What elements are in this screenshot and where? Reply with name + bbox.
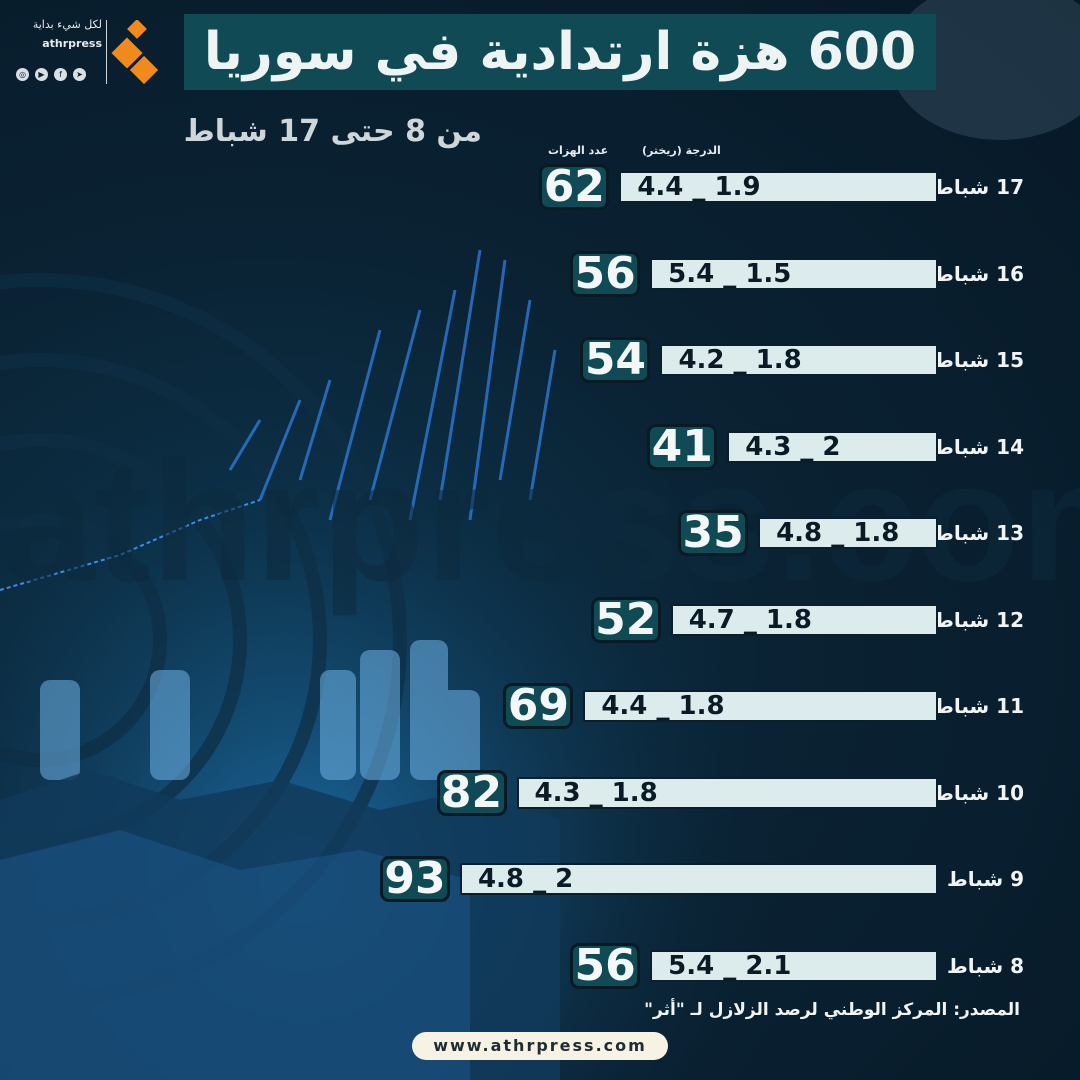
brand-logo-block: لكل شيء بداية athrpress ◎ ▶ f ➤ bbox=[8, 14, 160, 94]
count-column-header: عدد الهزات bbox=[548, 144, 609, 157]
range-bar: 5.4 _ 1.5 bbox=[650, 257, 938, 290]
range-bar: 4.8 _ 2 bbox=[459, 863, 938, 895]
day-label: 9 شباط bbox=[947, 867, 1024, 891]
source-note: المصدر: المركز الوطني لرصد الزلازل لـ "أ… bbox=[644, 1000, 1020, 1020]
facebook-icon[interactable]: f bbox=[54, 68, 67, 81]
range-bar: 4.4 _ 1.8 bbox=[583, 690, 938, 722]
day-label: 8 شباط bbox=[947, 953, 1024, 978]
website-link[interactable]: www.athrpress.com bbox=[412, 1032, 668, 1060]
count-badge: 56 bbox=[570, 250, 641, 297]
count-badge: 54 bbox=[580, 337, 651, 383]
range-bar: 4.3 _ 2 bbox=[727, 430, 938, 463]
range-bar: 4.2 _ 1.8 bbox=[660, 344, 938, 376]
day-label: 12 شباط bbox=[933, 607, 1024, 632]
count-badge: 62 bbox=[539, 164, 610, 210]
page-subtitle: من 8 حتى 17 شباط bbox=[183, 114, 482, 149]
range-bar: 5.4 _ 2.1 bbox=[650, 949, 938, 982]
day-label: 16 شباط bbox=[933, 261, 1024, 286]
day-label: 17 شباط bbox=[933, 175, 1024, 199]
page-title-text: 600 هزة ارتدادية في سوريا bbox=[203, 22, 917, 82]
day-label: 13 شباط bbox=[933, 521, 1024, 545]
count-badge: 93 bbox=[379, 856, 450, 902]
range-bar: 4.3 _ 1.8 bbox=[516, 776, 938, 809]
day-label: 11 شباط bbox=[933, 694, 1024, 718]
range-bar: 4.4 _ 1.9 bbox=[619, 171, 938, 203]
range-bar: 4.8 _ 1.8 bbox=[758, 517, 938, 549]
page-title: 600 هزة ارتدادية في سوريا bbox=[184, 14, 936, 90]
day-label: 14 شباط bbox=[933, 434, 1024, 459]
range-column-header: الدرجة (ريختر) bbox=[642, 144, 721, 157]
brand-site-name: athrpress bbox=[42, 37, 102, 50]
count-badge: 82 bbox=[436, 769, 507, 816]
count-badge: 35 bbox=[678, 510, 749, 556]
count-badge: 56 bbox=[570, 942, 641, 989]
count-badge: 41 bbox=[647, 423, 718, 470]
day-label: 10 شباط bbox=[933, 780, 1024, 805]
brand-tagline: لكل شيء بداية bbox=[32, 18, 102, 31]
count-badge: 52 bbox=[590, 596, 661, 643]
range-bar: 4.7 _ 1.8 bbox=[670, 603, 938, 636]
logo-divider bbox=[106, 20, 107, 84]
instagram-icon[interactable]: ◎ bbox=[16, 68, 29, 81]
day-label: 15 شباط bbox=[933, 348, 1024, 372]
count-badge: 69 bbox=[503, 683, 574, 729]
telegram-icon[interactable]: ➤ bbox=[73, 68, 86, 81]
social-icons: ◎ ▶ f ➤ bbox=[16, 68, 86, 81]
athr-logo-icon bbox=[111, 20, 159, 85]
youtube-icon[interactable]: ▶ bbox=[35, 68, 48, 81]
